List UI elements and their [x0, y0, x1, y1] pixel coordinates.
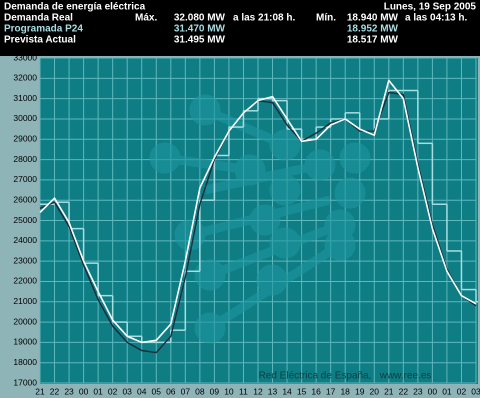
x-tick-label: 23 [64, 386, 74, 396]
x-tick-label: 21 [384, 386, 394, 396]
x-tick-label: 15 [297, 386, 307, 396]
max-label: Máx. [135, 13, 157, 24]
y-tick-label: 22000 [13, 276, 37, 286]
x-tick-label: 07 [181, 386, 191, 396]
title: Demanda de energía eléctrica [4, 2, 146, 13]
x-tick-label: 17 [326, 386, 336, 396]
x-tick-label: 22 [399, 386, 409, 396]
max-value: 31.470 MW [174, 24, 226, 35]
x-tick-label: 05 [152, 386, 162, 396]
x-tick-label: 00 [79, 386, 89, 396]
header [0, 0, 480, 56]
max-value: 32.080 MW [174, 13, 226, 24]
min-label: Mín. [316, 13, 336, 24]
x-tick-label: 23 [413, 386, 423, 396]
x-tick-label: 08 [195, 386, 205, 396]
x-tick-label: 09 [210, 386, 220, 396]
x-tick-label: 10 [224, 386, 234, 396]
x-tick-label: 22 [50, 386, 60, 396]
y-tick-label: 23000 [13, 255, 37, 265]
y-tick-label: 33000 [13, 52, 37, 62]
y-tick-label: 20000 [13, 316, 37, 326]
min-value: 18.952 MW [347, 24, 399, 35]
x-tick-label: 02 [457, 386, 467, 396]
min-value: 18.517 MW [347, 35, 399, 46]
y-tick-label: 17000 [13, 377, 37, 387]
x-tick-label: 11 [239, 386, 248, 396]
y-tick-label: 26000 [13, 194, 37, 204]
y-tick-label: 18000 [13, 357, 37, 367]
y-tick-label: 31000 [13, 93, 37, 103]
x-tick-label: 21 [35, 386, 45, 396]
min-value: 18.940 MW [347, 13, 399, 24]
y-tick-label: 30000 [13, 113, 37, 123]
max-time: a las 21:08 h. [233, 13, 295, 24]
row-name: Programada P24 [4, 24, 83, 35]
row-name: Prevista Actual [4, 35, 76, 46]
y-tick-label: 24000 [13, 235, 37, 245]
x-tick-label: 19 [355, 386, 365, 396]
x-tick-label: 03 [122, 386, 132, 396]
footer: Red Eléctrica de España. www.ree.es [259, 371, 432, 382]
min-time: a las 04:13 h. [405, 13, 467, 24]
y-tick-label: 29000 [13, 134, 37, 144]
x-tick-label: 16 [311, 386, 321, 396]
y-tick-label: 32000 [13, 73, 37, 83]
x-tick-label: 06 [166, 386, 176, 396]
x-tick-label: 14 [282, 386, 292, 396]
logo-watermark [149, 94, 371, 344]
y-tick-label: 21000 [13, 296, 37, 306]
row-name: Demanda Real [4, 13, 73, 24]
x-tick-label: 00 [428, 386, 438, 396]
x-tick-label: 02 [108, 386, 118, 396]
date: Lunes, 19 Sep 2005 [384, 2, 477, 13]
x-tick-label: 01 [442, 386, 452, 396]
x-tick-label: 20 [370, 386, 380, 396]
y-tick-label: 25000 [13, 215, 37, 225]
x-tick-label: 18 [340, 386, 350, 396]
x-tick-label: 12 [253, 386, 263, 396]
y-tick-label: 19000 [13, 337, 37, 347]
y-tick-label: 27000 [13, 174, 37, 184]
x-tick-label: 03 [471, 386, 480, 396]
x-tick-label: 04 [137, 386, 147, 396]
series-line [39, 79, 477, 344]
x-tick-label: 01 [93, 386, 103, 396]
max-value: 31.495 MW [174, 35, 226, 46]
y-tick-label: 28000 [13, 154, 37, 164]
x-tick-label: 13 [268, 386, 278, 396]
